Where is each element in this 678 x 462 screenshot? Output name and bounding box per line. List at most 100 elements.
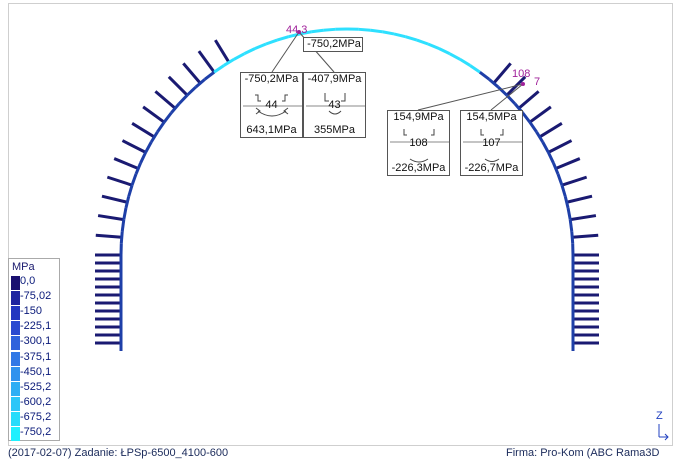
arch-segment (170, 102, 181, 114)
arch-segment (254, 42, 267, 50)
legend-swatch (11, 396, 20, 411)
arch-segment (288, 32, 301, 39)
arch-segment (459, 57, 471, 67)
arch-segment (469, 64, 481, 74)
stress-tick (569, 214, 597, 222)
callout-43-top: -407,9MPa (307, 73, 362, 85)
legend-swatch (11, 306, 20, 321)
arch-segment (156, 121, 166, 133)
status-company-info: Firma: Pro-Kom (ABC Rama3D (506, 447, 660, 459)
arch-segment (382, 30, 395, 36)
arch-segment (203, 70, 216, 81)
legend-swatch (11, 411, 20, 426)
arch-segment (139, 151, 147, 164)
leader-line (490, 83, 524, 111)
stress-tick (528, 105, 552, 124)
callout-leaders (271, 30, 525, 111)
stress-tick (95, 233, 122, 239)
section-symbol-icon (306, 93, 365, 115)
stress-tick (101, 194, 128, 204)
arch-segment (122, 207, 128, 220)
arch-segment (521, 111, 532, 124)
legend-level-label: -675,2 (20, 410, 52, 423)
arch-segment (119, 231, 124, 244)
legend-level-label: 0,0 (20, 275, 36, 287)
arch-segment (563, 196, 570, 209)
callout-43-bottom: 355MPa (314, 124, 355, 136)
legend-swatch (11, 321, 20, 336)
arch-segment (299, 30, 312, 36)
legend-swatch (11, 366, 20, 381)
arch-segment (243, 47, 256, 55)
node-label-107-suffix[interactable]: 7 (534, 76, 541, 88)
arch-segment (149, 131, 159, 143)
callout-node-107: 154,5MPa 107 -226,7MPa (460, 110, 523, 176)
legend-swatch (11, 427, 20, 441)
callout-107-bottom: -226,7MPa (464, 162, 519, 174)
legend-level-label: -225,1 (20, 320, 52, 333)
callout-108-bottom: -226,3MPa (391, 162, 446, 174)
arch-segment (570, 231, 575, 244)
node-label-108[interactable]: 108 (512, 68, 531, 80)
leader-line (271, 31, 300, 73)
stress-tick (113, 157, 139, 170)
arch-segment (393, 32, 406, 39)
callout-107-top: 154,5MPa (466, 111, 517, 123)
arch-segment (370, 28, 383, 34)
node-label-44-3[interactable]: 44 3 (286, 24, 308, 36)
arch-segment (233, 52, 246, 61)
legend-swatch (11, 351, 20, 366)
legend-swatch (11, 291, 20, 306)
stress-tick (154, 90, 177, 110)
arch-segment (416, 38, 429, 46)
legend-level-label: -525,2 (20, 380, 52, 393)
stress-tick (197, 50, 216, 74)
callout-max-value: -750,2MPa (303, 37, 363, 52)
node-marker[interactable] (297, 30, 301, 34)
arch-segment (497, 85, 508, 97)
section-symbol-icon (243, 94, 302, 117)
arch-segment (535, 131, 545, 143)
stress-tick (106, 175, 133, 187)
callout-108-top: 154,9MPa (393, 111, 444, 123)
stress-tick (97, 214, 125, 222)
callout-node-108: 154,9MPa 108 -226,3MPa (387, 110, 450, 176)
stress-tick (121, 139, 147, 154)
stress-tick (214, 39, 231, 64)
color-scale-legend: MPa 0,0 -75,02 -150 -225,1 -300,1 -375,1 -450,… (8, 258, 60, 441)
leader-line (417, 83, 524, 111)
callout-107-id: 107 (482, 137, 501, 149)
arch-segment (478, 70, 491, 81)
arch-segment (405, 35, 418, 42)
arch-segment (323, 27, 336, 32)
arch-segment (162, 111, 173, 124)
section-symbol-icon (390, 129, 449, 163)
node-marker[interactable] (521, 82, 525, 86)
stress-tick (566, 194, 593, 204)
stress-tick (131, 122, 156, 139)
arch-segment (541, 141, 550, 154)
arch-segment (438, 47, 451, 55)
arch-segment (560, 184, 567, 197)
stress-tick (492, 62, 512, 85)
arch-segment (186, 85, 197, 97)
stress-tick (517, 90, 540, 110)
callout-108-id: 108 (409, 137, 428, 149)
legend-level-label: -750,2 (20, 426, 52, 438)
axis-z-label: Z (656, 410, 663, 422)
arch-segment (552, 162, 560, 175)
arch-segment (213, 64, 225, 74)
callout-node-44: -750,2MPa 44 643,1MPa (240, 72, 303, 138)
arch-segment (566, 207, 572, 220)
arch-segment (556, 173, 564, 186)
legend-level-label: -600,2 (20, 395, 52, 408)
callout-44-bottom: 643,1MPa (246, 124, 297, 136)
stress-tick (167, 75, 189, 97)
legend-level-label: -450,1 (20, 365, 52, 378)
arch-segment (265, 38, 278, 46)
arch-segment (130, 173, 138, 186)
legend-swatch (11, 336, 20, 351)
legend-swatch (11, 381, 20, 396)
arch-segment (488, 78, 500, 89)
